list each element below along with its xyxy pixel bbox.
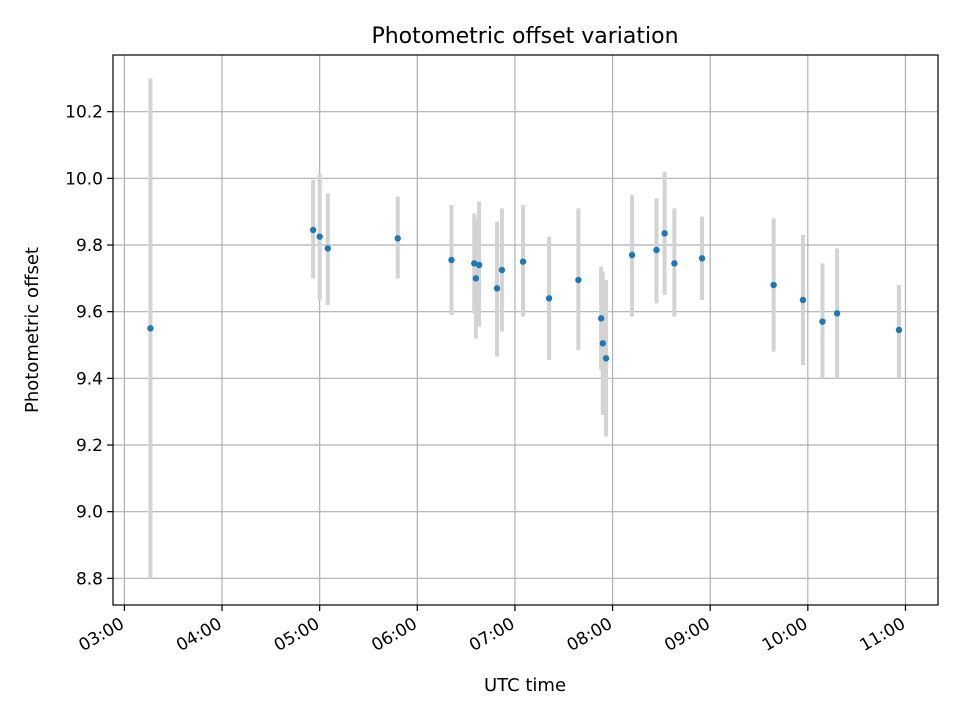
data-point — [394, 235, 401, 242]
data-point — [799, 296, 807, 304]
data-point — [599, 340, 606, 347]
data-point — [519, 258, 527, 265]
data-point — [602, 355, 610, 362]
y-tick-label: 8.8 — [76, 569, 103, 589]
data-point — [698, 255, 706, 262]
y-tick-label: 9.6 — [76, 303, 103, 323]
chart-title: Photometric offset variation — [371, 24, 678, 49]
x-axis-label: UTC time — [484, 675, 566, 696]
y-tick-label: 9.0 — [76, 503, 103, 523]
data-point — [493, 285, 501, 292]
data-point — [895, 326, 903, 334]
data-points — [147, 226, 903, 362]
data-point — [472, 275, 480, 282]
data-point — [309, 226, 317, 234]
grid — [113, 55, 938, 605]
plot-frame — [112, 54, 939, 606]
y-tick-label: 10.0 — [65, 169, 103, 189]
data-point — [770, 281, 777, 289]
data-point — [819, 318, 826, 325]
data-point — [597, 315, 605, 322]
data-point — [661, 230, 668, 237]
data-point — [671, 260, 678, 267]
data-point — [475, 261, 483, 269]
data-point — [545, 295, 553, 302]
data-point — [628, 251, 636, 259]
data-point — [316, 233, 323, 240]
y-axis-label: Photometric offset — [22, 247, 43, 413]
y-tick-label: 10.2 — [65, 103, 103, 123]
data-point — [147, 325, 154, 332]
y-tick-label: 9.4 — [76, 369, 103, 389]
data-point — [653, 246, 660, 254]
data-point — [471, 260, 478, 267]
data-point — [498, 266, 506, 274]
data-point — [833, 310, 841, 317]
data-point — [575, 276, 582, 284]
y-tick-label: 9.8 — [76, 236, 103, 256]
data-point — [448, 256, 455, 264]
y-tick-label: 9.2 — [76, 436, 103, 456]
y-axis: 8.8 9.0 9.2 9.4 9.6 9.8 10.0 10.2 — [65, 103, 113, 589]
data-point — [324, 245, 331, 252]
